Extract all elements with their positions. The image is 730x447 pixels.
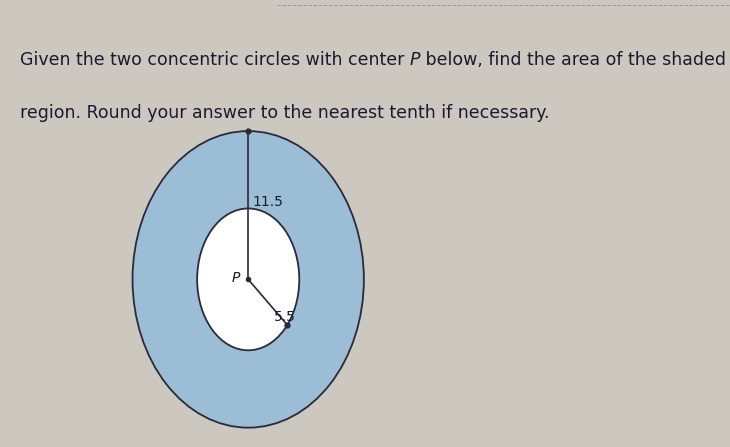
Text: P: P: [232, 271, 240, 285]
Text: 5.5: 5.5: [274, 310, 296, 324]
Text: Given the two concentric circles with center P: Given the two concentric circles with ce…: [20, 51, 419, 69]
Text: P: P: [410, 51, 420, 69]
Text: region. Round your answer to the nearest tenth if necessary.: region. Round your answer to the nearest…: [20, 104, 549, 122]
Text: 11.5: 11.5: [252, 195, 283, 209]
Ellipse shape: [133, 131, 364, 428]
Text: Given the two concentric circles with center: Given the two concentric circles with ce…: [20, 51, 410, 69]
Text: below, find the area of the shaded: below, find the area of the shaded: [420, 51, 726, 69]
Ellipse shape: [197, 208, 299, 350]
